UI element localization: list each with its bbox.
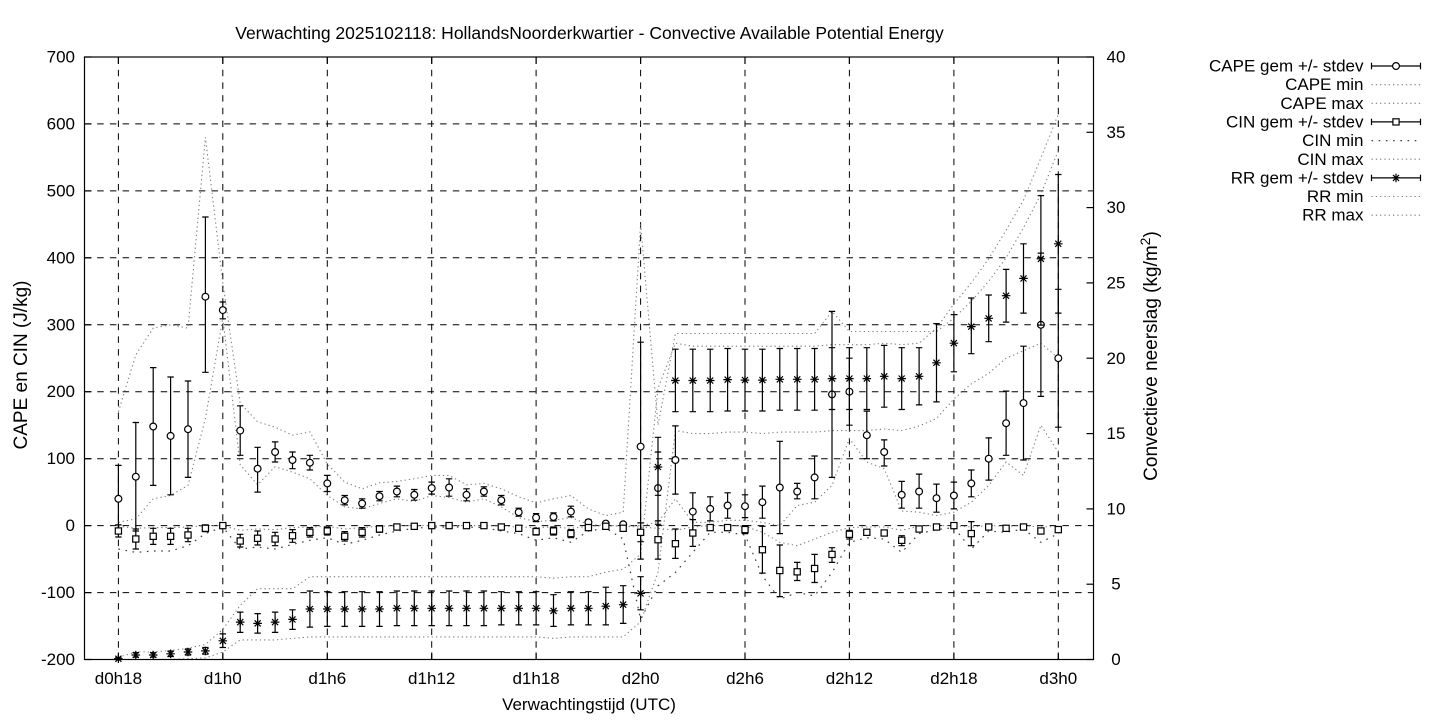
svg-text:200: 200 — [47, 382, 75, 401]
svg-text:100: 100 — [47, 449, 75, 468]
svg-text:300: 300 — [47, 315, 75, 334]
svg-text:15: 15 — [1107, 424, 1126, 443]
svg-text:CAPE en CIN (J/kg): CAPE en CIN (J/kg) — [11, 281, 32, 450]
svg-text:Convectieve neerslag (kg/m2): Convectieve neerslag (kg/m2) — [1137, 231, 1162, 481]
svg-text:d1h18: d1h18 — [512, 669, 559, 688]
svg-text:CIN max: CIN max — [1297, 150, 1364, 169]
svg-text:CIN gem +/- stdev: CIN gem +/- stdev — [1226, 112, 1364, 131]
svg-text:RR gem +/- stdev: RR gem +/- stdev — [1231, 168, 1364, 187]
svg-text:5: 5 — [1111, 575, 1120, 594]
svg-text:CIN min: CIN min — [1302, 131, 1363, 150]
svg-text:40: 40 — [1107, 48, 1126, 67]
svg-text:d2h18: d2h18 — [930, 669, 977, 688]
svg-text:-100: -100 — [41, 583, 75, 602]
svg-text:d0h18: d0h18 — [95, 669, 142, 688]
svg-text:10: 10 — [1107, 499, 1126, 518]
svg-text:25: 25 — [1107, 273, 1126, 292]
svg-text:CAPE min: CAPE min — [1285, 75, 1363, 94]
svg-text:30: 30 — [1107, 198, 1126, 217]
svg-text:20: 20 — [1107, 349, 1126, 368]
svg-text:RR min: RR min — [1307, 187, 1364, 206]
svg-text:-200: -200 — [41, 650, 75, 669]
svg-text:d1h12: d1h12 — [408, 669, 455, 688]
svg-text:CAPE max: CAPE max — [1280, 94, 1364, 113]
svg-text:d2h12: d2h12 — [826, 669, 873, 688]
svg-text:d3h0: d3h0 — [1039, 669, 1077, 688]
svg-text:Verwachtingstijd (UTC): Verwachtingstijd (UTC) — [502, 695, 676, 714]
svg-text:0: 0 — [1111, 650, 1120, 669]
svg-text:Verwachting 2025102118: Hollan: Verwachting 2025102118: HollandsNoorderk… — [235, 23, 944, 43]
svg-text:RR max: RR max — [1302, 206, 1364, 225]
svg-text:d2h0: d2h0 — [622, 669, 660, 688]
svg-text:d1h6: d1h6 — [308, 669, 346, 688]
svg-text:500: 500 — [47, 181, 75, 200]
svg-text:0: 0 — [66, 516, 75, 535]
svg-text:600: 600 — [47, 114, 75, 133]
svg-text:700: 700 — [47, 48, 75, 67]
svg-text:35: 35 — [1107, 123, 1126, 142]
svg-text:d2h6: d2h6 — [726, 669, 764, 688]
svg-text:CAPE gem +/- stdev: CAPE gem +/- stdev — [1209, 57, 1364, 76]
svg-text:d1h0: d1h0 — [204, 669, 242, 688]
svg-text:400: 400 — [47, 248, 75, 267]
